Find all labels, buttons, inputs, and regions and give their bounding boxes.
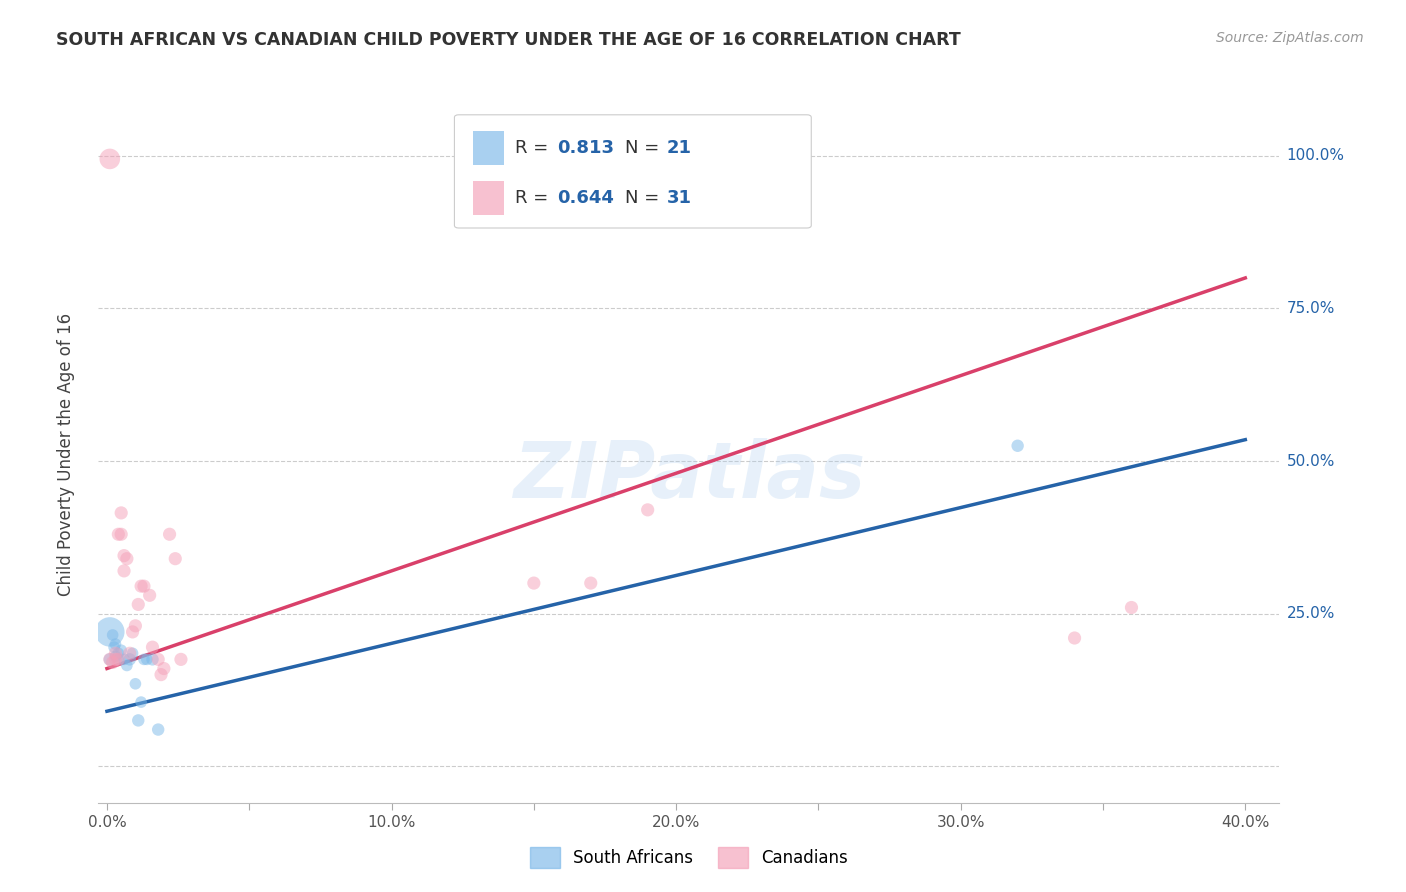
Point [141,652,163,666]
Text: 50.0%: 50.0% [1286,453,1334,468]
Point [579,576,602,591]
Point [107,527,129,541]
Point [132,579,155,593]
Point [1063,631,1085,645]
Point [118,646,141,660]
Point [141,640,163,655]
Text: R =: R = [515,189,554,207]
Text: 31: 31 [666,189,692,207]
Legend: South Africans, Canadians: South Africans, Canadians [523,841,855,874]
Point [98,652,121,666]
Text: 100.0%: 100.0% [1286,148,1344,163]
Point [118,652,141,666]
Point [107,652,129,666]
Point [170,652,193,666]
Point [1121,600,1143,615]
Text: 25.0%: 25.0% [1286,606,1334,621]
Point [127,598,149,612]
Point [112,652,135,666]
Point [127,714,149,728]
Point [165,551,187,566]
Point [148,652,170,666]
Point [124,619,146,633]
Point [129,695,152,709]
Point [110,527,132,541]
Text: N =: N = [624,138,665,157]
Point [107,652,129,666]
Point [104,646,127,660]
Text: R =: R = [515,138,554,157]
Point [104,652,127,666]
Point [153,661,176,675]
Point [135,652,157,666]
Point [637,503,659,517]
Point [523,576,546,591]
Text: Source: ZipAtlas.com: Source: ZipAtlas.com [1216,31,1364,45]
Point [129,579,152,593]
Text: SOUTH AFRICAN VS CANADIAN CHILD POVERTY UNDER THE AGE OF 16 CORRELATION CHART: SOUTH AFRICAN VS CANADIAN CHILD POVERTY … [56,31,960,49]
Point [110,506,132,520]
Text: ZIPatlas: ZIPatlas [513,438,865,514]
Text: 0.644: 0.644 [557,189,614,207]
Point [115,551,138,566]
Point [1007,439,1029,453]
Point [107,646,129,660]
Point [159,527,181,541]
Point [104,649,127,664]
Point [101,628,124,642]
Y-axis label: Child Poverty Under the Age of 16: Child Poverty Under the Age of 16 [56,313,75,597]
Point [112,549,135,563]
Point [98,624,121,639]
Text: 21: 21 [666,138,692,157]
Text: N =: N = [624,189,665,207]
Point [98,652,121,666]
Text: 0.813: 0.813 [557,138,614,157]
Point [98,152,121,166]
Point [121,646,143,660]
Point [101,656,124,670]
Text: 75.0%: 75.0% [1286,301,1334,316]
Point [112,564,135,578]
Point [132,652,155,666]
Point [138,588,160,602]
Point [104,637,127,651]
Point [115,658,138,673]
Point [124,677,146,691]
Point [121,624,143,639]
Point [110,643,132,657]
Point [150,667,173,681]
Point [103,640,125,655]
Point [148,723,170,737]
